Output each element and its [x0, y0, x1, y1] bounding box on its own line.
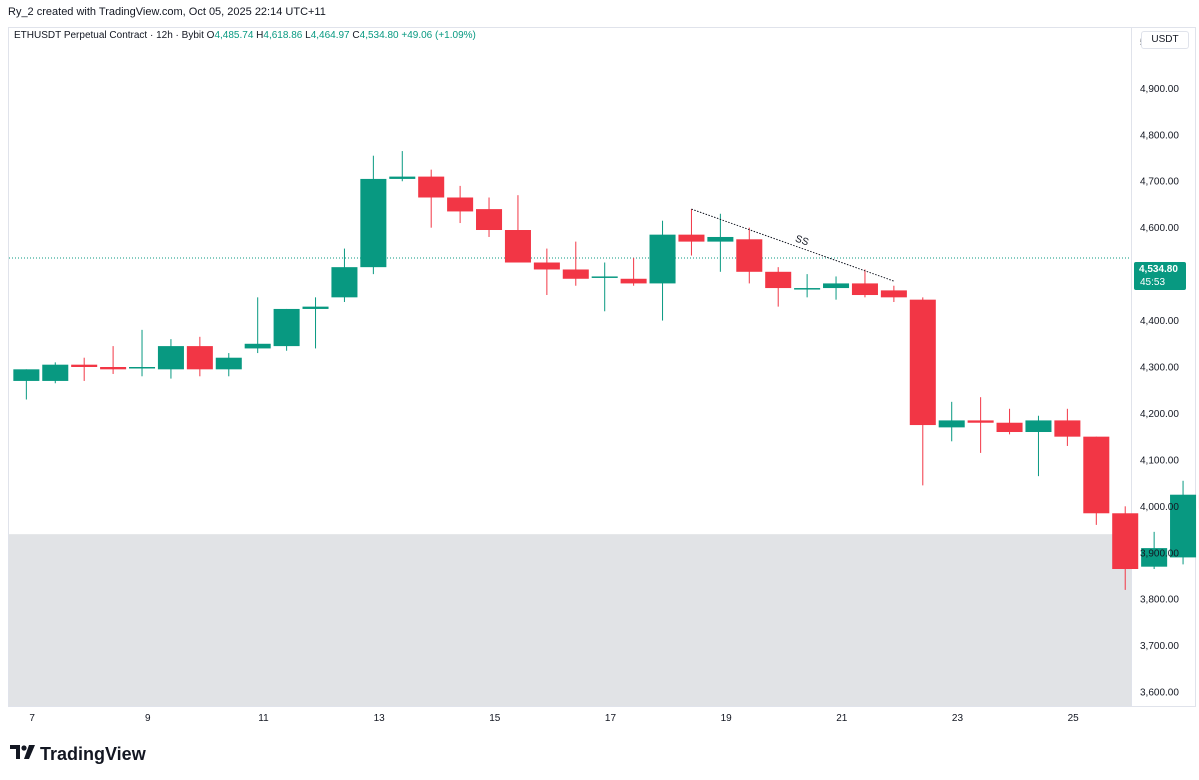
candle-body-28 — [823, 283, 850, 289]
x-tick-label-7: 21 — [836, 713, 848, 724]
candle-body-23 — [678, 234, 705, 242]
y-tick-label-11: 4,700.00 — [1140, 177, 1179, 188]
x-tick-label-1: 9 — [145, 713, 151, 724]
y-tick-label-5: 4,100.00 — [1140, 455, 1179, 466]
candle-body-22 — [649, 234, 676, 284]
y-tick-label-2: 3,800.00 — [1140, 595, 1179, 606]
attribution-text: Ry_2 created with TradingView.com, Oct 0… — [8, 6, 326, 18]
bar-countdown: 45:53 — [1140, 277, 1166, 288]
legend-open-label: O — [206, 30, 215, 41]
y-tick-label-7: 4,300.00 — [1140, 363, 1179, 374]
candle-body-33 — [967, 420, 994, 423]
annotation-line-0 — [691, 208, 895, 282]
candle-body-27 — [794, 288, 821, 290]
legend-low-value: 4,464.97 — [310, 30, 350, 41]
candle-body-1 — [42, 364, 69, 381]
y-tick-label-12: 4,800.00 — [1140, 130, 1179, 141]
x-tick-label-0: 7 — [29, 713, 35, 724]
candle-body-2 — [71, 364, 98, 367]
candle-body-35 — [1025, 420, 1052, 433]
candle-body-8 — [244, 343, 271, 349]
candle-body-9 — [273, 308, 300, 347]
y-tick-label-1: 3,700.00 — [1140, 641, 1179, 652]
candle-body-4 — [129, 367, 156, 369]
candle-body-13 — [389, 176, 416, 179]
chart-legend: ETHUSDT Perpetual Contract · 12h · Bybit… — [14, 30, 476, 41]
y-tick-label-6: 4,200.00 — [1140, 409, 1179, 420]
tradingview-logo-icon — [10, 744, 36, 765]
candle-body-17 — [504, 230, 531, 263]
candle-body-20 — [591, 276, 618, 278]
candle-body-26 — [765, 271, 792, 289]
last-price-tag: 4,534.80 45:53 — [1134, 262, 1186, 290]
candle-body-14 — [418, 176, 445, 198]
candle-body-18 — [533, 262, 560, 270]
legend-symbol: ETHUSDT Perpetual Contract · 12h · Bybit — [14, 30, 204, 41]
x-tick-label-6: 19 — [721, 713, 733, 724]
last-price-value: 4,534.80 — [1139, 264, 1178, 275]
candle-body-29 — [851, 283, 878, 296]
candle-body-19 — [562, 269, 589, 279]
legend-low-label: L — [305, 30, 311, 41]
candle-body-3 — [100, 367, 127, 370]
y-tick-label-8: 4,400.00 — [1140, 316, 1179, 327]
legend-high-value: 4,618.86 — [263, 30, 303, 41]
x-tick-label-8: 23 — [952, 713, 964, 724]
candle-body-12 — [360, 178, 387, 268]
candle-body-31 — [909, 299, 936, 426]
legend-close-label: C — [352, 30, 360, 41]
candle-body-0 — [13, 369, 40, 381]
legend-close-value: 4,534.80 — [359, 30, 399, 41]
legend-change: +49.06 (+1.09%) — [401, 30, 476, 41]
candle-body-5 — [157, 346, 184, 370]
candle-body-36 — [1054, 420, 1081, 437]
x-tick-label-9: 25 — [1068, 713, 1080, 724]
y-tick-label-3: 3,900.00 — [1140, 548, 1179, 559]
tradingview-logo[interactable]: TradingView — [10, 744, 146, 765]
candle-body-15 — [447, 197, 474, 212]
y-tick-label-0: 3,600.00 — [1140, 688, 1179, 699]
candle-body-37 — [1083, 436, 1110, 514]
candle-body-24 — [707, 236, 734, 242]
candle-body-34 — [996, 422, 1023, 433]
currency-selector[interactable]: USDT — [1141, 31, 1189, 49]
y-tick-label-13: 4,900.00 — [1140, 84, 1179, 95]
candle-body-10 — [302, 306, 329, 309]
candle-body-11 — [331, 267, 358, 298]
candle-body-7 — [215, 357, 242, 370]
legend-high-label: H — [256, 30, 264, 41]
x-tick-label-2: 11 — [258, 713, 269, 724]
price-axis[interactable] — [1132, 27, 1196, 707]
x-tick-label-4: 15 — [489, 713, 501, 724]
legend-open-value: 4,485.74 — [214, 30, 254, 41]
tradingview-logo-text: TradingView — [40, 744, 146, 764]
candle-body-21 — [620, 278, 647, 284]
candle-body-38 — [1112, 513, 1139, 570]
candle-body-6 — [186, 346, 213, 370]
candle-body-30 — [880, 290, 907, 298]
annotation-label-0: SS — [794, 234, 811, 249]
y-tick-label-4: 4,000.00 — [1140, 502, 1179, 513]
candle-body-40 — [1170, 494, 1197, 558]
candle-body-25 — [736, 239, 763, 272]
candle-body-32 — [938, 420, 965, 428]
candle-body-39 — [1141, 548, 1168, 567]
y-tick-label-10: 4,600.00 — [1140, 223, 1179, 234]
x-tick-label-5: 17 — [605, 713, 617, 724]
x-tick-label-3: 13 — [374, 713, 386, 724]
chart-pane[interactable] — [8, 27, 1132, 707]
zone-rect-0 — [9, 534, 1131, 706]
candle-body-16 — [476, 209, 503, 231]
